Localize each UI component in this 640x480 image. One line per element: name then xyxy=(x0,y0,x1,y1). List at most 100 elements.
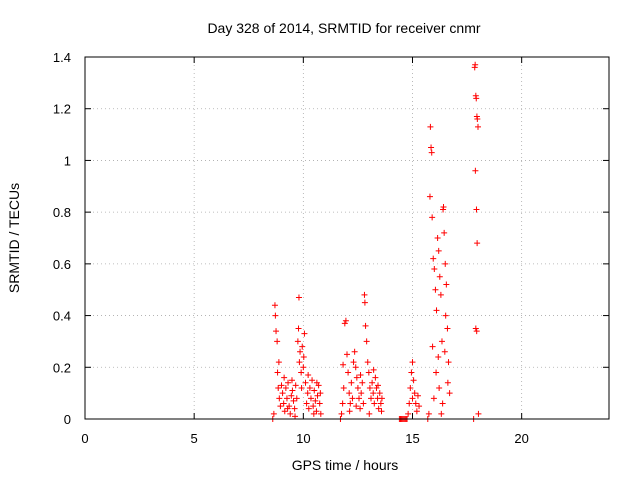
data-point-79 xyxy=(358,390,365,397)
data-point-139 xyxy=(434,235,441,241)
data-point-89 xyxy=(368,395,375,402)
data-point-69 xyxy=(347,400,354,407)
data-point-5 xyxy=(274,338,281,345)
x-tick-label-4: 20 xyxy=(514,431,528,446)
data-point-7 xyxy=(275,384,282,391)
data-point-61 xyxy=(338,410,345,417)
data-point-146 xyxy=(441,229,448,236)
data-point-78 xyxy=(357,405,364,412)
data-point-171 xyxy=(473,206,480,213)
data-point-125 xyxy=(414,392,421,399)
data-point-58 xyxy=(313,379,320,386)
data-point-118 xyxy=(407,384,414,391)
data-point-150 xyxy=(445,359,452,366)
data-point-141 xyxy=(436,273,443,280)
data-point-35 xyxy=(302,379,309,386)
data-point-50 xyxy=(275,359,282,366)
y-tick-label-0: 0 xyxy=(64,412,71,427)
data-point-116 xyxy=(405,410,412,417)
data-point-18 xyxy=(287,410,294,417)
data-point-164 xyxy=(472,61,479,68)
data-point-57 xyxy=(310,410,317,417)
y-tick-label-6: 1.2 xyxy=(53,102,71,117)
y-tick-label-4: 0.8 xyxy=(53,205,71,220)
data-point-121 xyxy=(410,377,417,384)
data-point-8 xyxy=(276,395,283,402)
data-point-43 xyxy=(311,387,318,394)
data-point-2 xyxy=(271,302,278,309)
data-point-80 xyxy=(359,379,366,386)
x-tick-label-1: 5 xyxy=(191,431,198,446)
data-point-29 xyxy=(297,348,304,355)
data-point-143 xyxy=(438,338,445,345)
data-point-82 xyxy=(361,291,368,298)
data-point-36 xyxy=(303,400,310,407)
data-point-77 xyxy=(356,395,363,402)
data-point-130 xyxy=(426,193,433,200)
data-point-100 xyxy=(340,361,347,368)
data-point-91 xyxy=(370,390,377,397)
chart-title: Day 328 of 2014, SRMTID for receiver cnm… xyxy=(207,20,480,36)
x-tick-label-2: 10 xyxy=(296,431,310,446)
data-point-172 xyxy=(474,240,481,247)
x-tick-label-0: 0 xyxy=(81,431,88,446)
data-point-137 xyxy=(432,286,439,293)
data-point-81 xyxy=(360,400,367,407)
data-point-97 xyxy=(376,390,383,397)
data-points xyxy=(269,61,482,422)
data-point-65 xyxy=(342,317,349,324)
data-point-16 xyxy=(285,379,292,386)
data-point-161 xyxy=(442,312,449,319)
data-point-68 xyxy=(346,390,353,397)
data-point-135 xyxy=(430,255,437,262)
data-point-120 xyxy=(409,359,416,366)
y-tick-label-7: 1.4 xyxy=(53,50,71,65)
data-point-148 xyxy=(443,281,450,288)
data-point-14 xyxy=(282,384,289,391)
data-point-67 xyxy=(345,369,352,376)
data-point-152 xyxy=(429,343,436,350)
data-point-22 xyxy=(291,405,298,412)
data-point-45 xyxy=(313,408,320,415)
data-point-32 xyxy=(299,343,306,350)
data-point-48 xyxy=(316,400,323,407)
data-point-27 xyxy=(295,294,302,301)
data-point-12 xyxy=(280,400,287,407)
data-point-104 xyxy=(366,410,373,417)
data-point-25 xyxy=(294,338,301,345)
data-point-37 xyxy=(304,390,311,397)
data-point-52 xyxy=(284,405,291,412)
data-point-42 xyxy=(310,403,317,410)
data-point-119 xyxy=(408,369,415,376)
data-point-151 xyxy=(446,390,453,397)
data-point-72 xyxy=(350,359,357,366)
data-point-11 xyxy=(279,390,286,397)
data-point-51 xyxy=(281,374,288,381)
data-point-54 xyxy=(292,413,299,420)
data-point-39 xyxy=(306,384,313,391)
data-point-62 xyxy=(339,400,346,407)
data-point-26 xyxy=(295,325,302,332)
data-point-19 xyxy=(288,392,295,399)
data-point-157 xyxy=(444,379,451,386)
data-point-160 xyxy=(438,410,445,417)
data-point-21 xyxy=(290,397,297,404)
data-point-168 xyxy=(474,116,481,123)
data-point-1 xyxy=(270,410,277,417)
data-point-83 xyxy=(361,299,368,306)
data-point-24 xyxy=(293,395,300,402)
data-point-101 xyxy=(346,408,353,415)
data-point-169 xyxy=(475,123,481,130)
data-point-63 xyxy=(340,384,347,391)
axis-ticks: 0 5 10 15 20 0 0.2 0.4 0.6 0.8 1 1.2 1.4 xyxy=(53,50,609,446)
data-point-147 xyxy=(442,260,449,267)
data-point-117 xyxy=(406,400,413,407)
data-point-90 xyxy=(369,379,376,386)
data-point-153 xyxy=(433,369,440,376)
data-point-6 xyxy=(274,369,281,376)
data-point-173 xyxy=(472,325,479,332)
data-point-133 xyxy=(428,149,435,156)
data-point-70 xyxy=(348,379,355,386)
data-point-76 xyxy=(354,384,361,391)
data-point-99 xyxy=(378,395,385,402)
